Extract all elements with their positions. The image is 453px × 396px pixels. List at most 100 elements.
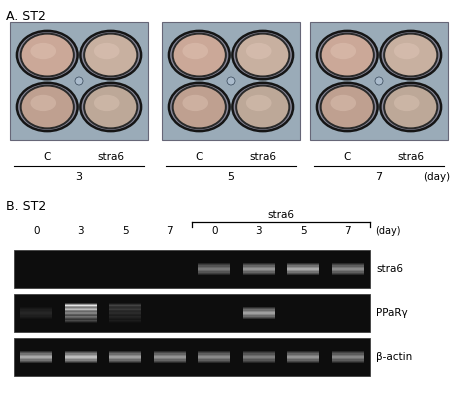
Bar	[332, 264, 364, 265]
Bar	[332, 271, 364, 273]
Ellipse shape	[30, 95, 56, 111]
Bar	[109, 362, 141, 363]
Ellipse shape	[83, 84, 138, 129]
Bar	[65, 305, 97, 306]
Ellipse shape	[79, 82, 142, 132]
Ellipse shape	[83, 32, 138, 78]
Bar	[109, 306, 141, 307]
Bar	[65, 314, 97, 315]
Bar	[109, 319, 141, 320]
Bar	[198, 357, 230, 358]
Bar	[109, 305, 141, 306]
Ellipse shape	[381, 32, 440, 78]
Bar	[65, 351, 97, 352]
Bar	[65, 350, 97, 351]
Bar	[332, 274, 364, 275]
Bar	[65, 312, 97, 313]
Bar	[243, 268, 275, 269]
Bar	[154, 350, 186, 351]
Bar	[287, 351, 319, 352]
Bar	[20, 314, 52, 316]
Bar	[65, 363, 97, 364]
Bar	[332, 354, 364, 356]
Ellipse shape	[234, 32, 292, 78]
Bar	[243, 310, 275, 312]
Ellipse shape	[82, 84, 140, 130]
Ellipse shape	[30, 43, 56, 59]
Bar	[65, 304, 97, 305]
Bar	[65, 362, 97, 363]
Bar	[243, 316, 275, 317]
Bar	[65, 310, 97, 311]
Bar	[287, 268, 319, 269]
Ellipse shape	[231, 82, 294, 132]
Bar	[287, 273, 319, 274]
Ellipse shape	[383, 32, 439, 78]
Bar	[20, 350, 52, 351]
Bar	[243, 318, 275, 319]
Text: C: C	[43, 152, 51, 162]
Ellipse shape	[385, 34, 436, 76]
Bar	[332, 358, 364, 360]
Bar	[243, 309, 275, 310]
Bar	[65, 319, 97, 320]
Ellipse shape	[19, 32, 75, 78]
Bar	[287, 350, 319, 351]
FancyBboxPatch shape	[310, 22, 448, 140]
Ellipse shape	[394, 43, 419, 59]
Bar	[14, 294, 370, 332]
Bar	[109, 307, 141, 308]
Bar	[287, 274, 319, 275]
Ellipse shape	[330, 95, 356, 111]
Bar	[20, 313, 52, 314]
Ellipse shape	[173, 34, 225, 76]
Text: (day): (day)	[423, 172, 450, 182]
Bar	[198, 275, 230, 276]
Bar	[287, 262, 319, 263]
Bar	[109, 318, 141, 319]
Bar	[287, 362, 319, 363]
Bar	[243, 317, 275, 318]
Text: (day): (day)	[375, 226, 400, 236]
Bar	[287, 357, 319, 358]
Bar	[20, 309, 52, 310]
Bar	[20, 352, 52, 353]
Bar	[243, 307, 275, 308]
Text: 5: 5	[122, 226, 129, 236]
Bar	[109, 312, 141, 313]
Ellipse shape	[322, 34, 373, 76]
Text: 5: 5	[227, 172, 235, 182]
Bar	[243, 353, 275, 354]
Bar	[243, 354, 275, 356]
Bar	[20, 351, 52, 352]
Bar	[243, 274, 275, 275]
Bar	[154, 362, 186, 363]
Bar	[65, 356, 97, 357]
Ellipse shape	[394, 95, 419, 111]
Text: 7: 7	[376, 172, 383, 182]
Bar	[65, 308, 97, 309]
Bar	[243, 308, 275, 309]
Bar	[109, 316, 141, 317]
Bar	[198, 268, 230, 269]
Text: stra6: stra6	[376, 264, 403, 274]
Bar	[109, 308, 141, 309]
Bar	[332, 361, 364, 362]
Ellipse shape	[322, 87, 373, 128]
Ellipse shape	[320, 32, 375, 78]
Bar	[243, 267, 275, 268]
Bar	[109, 311, 141, 312]
Bar	[20, 312, 52, 313]
Bar	[198, 273, 230, 274]
Bar	[198, 270, 230, 271]
Bar	[65, 321, 97, 322]
Bar	[243, 363, 275, 364]
Bar	[198, 263, 230, 264]
Bar	[20, 360, 52, 361]
Ellipse shape	[381, 84, 440, 130]
Bar	[109, 318, 141, 319]
Bar	[65, 314, 97, 315]
Bar	[65, 315, 97, 316]
Bar	[243, 361, 275, 362]
Text: stra6: stra6	[97, 152, 124, 162]
